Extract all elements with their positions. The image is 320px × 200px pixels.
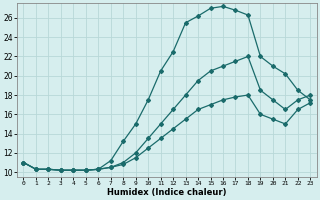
- X-axis label: Humidex (Indice chaleur): Humidex (Indice chaleur): [107, 188, 227, 197]
